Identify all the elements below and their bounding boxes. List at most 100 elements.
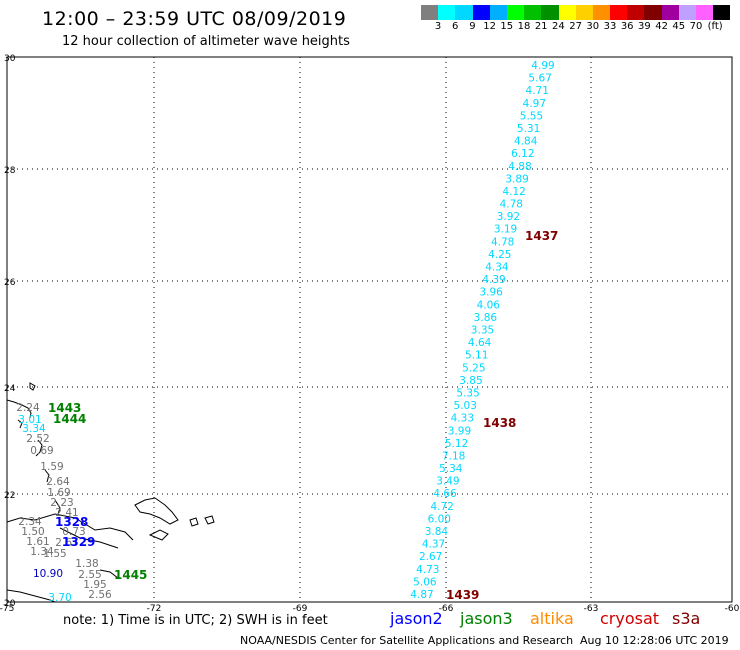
wave-height-value: 6.12 <box>511 148 534 160</box>
colorbar-cell <box>524 5 542 20</box>
wave-height-value: 4.97 <box>523 98 546 110</box>
pass-time-label: 1445 <box>114 568 147 582</box>
wave-height-value: 2.67 <box>55 537 78 549</box>
wave-height-value: 3.49 <box>436 476 459 488</box>
wave-height-value: 2.23 <box>50 497 73 509</box>
wave-height-value: 1.95 <box>83 579 106 591</box>
x-axis-label: -72 <box>147 604 162 614</box>
wave-height-value: 3.34 <box>22 423 46 435</box>
colorbar-label: 15 <box>500 21 514 32</box>
island-4 <box>44 469 50 483</box>
x-axis-label: -60 <box>725 604 740 614</box>
x-axis-label: -69 <box>293 604 308 614</box>
legend-item-jason2: jason2 <box>390 609 443 628</box>
colorbar-label: 36 <box>620 21 634 32</box>
colorbar-label: 70 <box>689 21 703 32</box>
pass-time-label: 1439 <box>446 588 479 602</box>
wave-height-value: 4.71 <box>526 85 549 97</box>
colorbar-label: 27 <box>569 21 582 32</box>
coastline-islands <box>6 382 215 603</box>
wave-height-value: 5.11 <box>465 350 488 362</box>
wave-height-value: 0.69 <box>30 445 53 457</box>
map-subtitle: 12 hour collection of altimeter wave hei… <box>62 34 350 49</box>
wave-height-colorbar <box>421 5 731 20</box>
wave-height-value: 4.34 <box>485 262 509 274</box>
x-axis-label: -66 <box>439 604 454 614</box>
footer-credit: NOAA/NESDIS Center for Satellite Applica… <box>240 634 574 647</box>
wave-height-value: 4.88 <box>508 161 531 173</box>
colorbar-cell <box>696 5 714 20</box>
altimeter-track-main: 4.995.674.714.975.555.314.846.124.883.89… <box>410 60 554 601</box>
wave-height-value: 4.87 <box>410 589 433 601</box>
wave-height-value: 5.12 <box>445 438 468 450</box>
wave-height-value: 5.31 <box>517 123 540 135</box>
island-2 <box>17 419 23 429</box>
colorbar-label: 9 <box>469 21 476 32</box>
x-axis-label: -63 <box>584 604 599 614</box>
colorbar-cell <box>592 5 611 20</box>
wave-height-value: 2.41 <box>55 507 78 519</box>
wave-height-value: 4.66 <box>433 488 457 500</box>
legend-item-altika: altika <box>530 609 574 628</box>
wave-height-value: 5.55 <box>520 110 543 122</box>
wave-height-value: 1.55 <box>43 548 66 560</box>
colorbar-label: 45 <box>672 21 686 32</box>
track-time-labels: 1437 1438 1439 <box>446 229 558 602</box>
wave-height-value: 3.96 <box>479 287 503 299</box>
pass-time-label: 1329 <box>62 535 95 549</box>
island-7 <box>189 517 199 527</box>
wave-height-value: 2.24 <box>16 402 40 414</box>
colorbar-cell <box>438 5 456 20</box>
colorbar-label: 42 <box>655 21 668 32</box>
wave-height-value: 4.99 <box>531 60 554 72</box>
wave-height-value: 4.73 <box>416 564 439 576</box>
wave-height-value: 5.67 <box>528 73 551 85</box>
wave-height-value: 4.06 <box>477 299 501 311</box>
wave-height-value: 4.64 <box>468 337 492 349</box>
colorbar-label: 18 <box>517 21 531 32</box>
colorbar-label: 24 <box>552 21 565 32</box>
island-hispaniola <box>134 497 179 525</box>
coastline-south <box>6 589 56 603</box>
colorbar-label: 33 <box>603 21 617 32</box>
grid-lines <box>7 57 732 602</box>
wave-height-value: 3.35 <box>471 325 494 337</box>
colorbar-cell <box>644 5 662 20</box>
wave-height-value: 4.12 <box>502 186 525 198</box>
wave-height-value: 4.84 <box>514 136 538 148</box>
wave-height-value: 4.25 <box>488 249 511 261</box>
wave-height-value: 3.86 <box>474 312 498 324</box>
wave-height-value: 1.61 <box>26 536 49 548</box>
wave-height-value: 3.85 <box>459 375 482 387</box>
wave-height-value: 6.00 <box>428 513 451 525</box>
map-title: 12:00 – 23:59 UTC 08/09/2019 <box>42 8 347 30</box>
wave-height-value: 4.33 <box>451 413 474 425</box>
coastline-bahamas-north <box>6 399 32 419</box>
colorbar-cell <box>421 5 439 20</box>
wave-height-value: 3.89 <box>505 173 528 185</box>
footer-timestamp: Aug 10 12:28:06 UTC 2019 <box>580 634 729 647</box>
y-axis-label: 26 <box>4 278 16 288</box>
colorbar-label: 39 <box>638 21 651 32</box>
colorbar-label: (ft) <box>707 21 723 32</box>
y-axis-label: 28 <box>4 166 16 176</box>
note-text: note: 1) Time is in UTC; 2) SWH is in fe… <box>63 613 328 628</box>
wave-height-value: 2.64 <box>46 476 70 488</box>
wave-height-value: 1.38 <box>75 558 98 570</box>
coastline-cuba <box>6 513 134 541</box>
wave-height-value: 4.78 <box>491 236 514 248</box>
axis-labels: 30 28 26 24 22 20-75 -72 -69 -66 -63 -60 <box>0 54 740 614</box>
wave-height-value: 5.25 <box>462 362 485 374</box>
colorbar-cell <box>627 5 645 20</box>
colorbar-label: 12 <box>483 21 496 32</box>
island-9 <box>99 569 119 579</box>
island-3 <box>35 439 43 457</box>
pass-time-label: 1443 <box>48 401 81 415</box>
colorbar-label: 21 <box>534 21 548 32</box>
y-axis-label: 22 <box>4 491 15 501</box>
wave-height-value: 4.72 <box>430 501 453 513</box>
colorbar-cell <box>455 5 473 20</box>
wave-height-value: 2.52 <box>26 433 49 445</box>
wave-height-value: 10.90 <box>33 568 63 580</box>
colorbar-label: 3 <box>434 21 442 32</box>
